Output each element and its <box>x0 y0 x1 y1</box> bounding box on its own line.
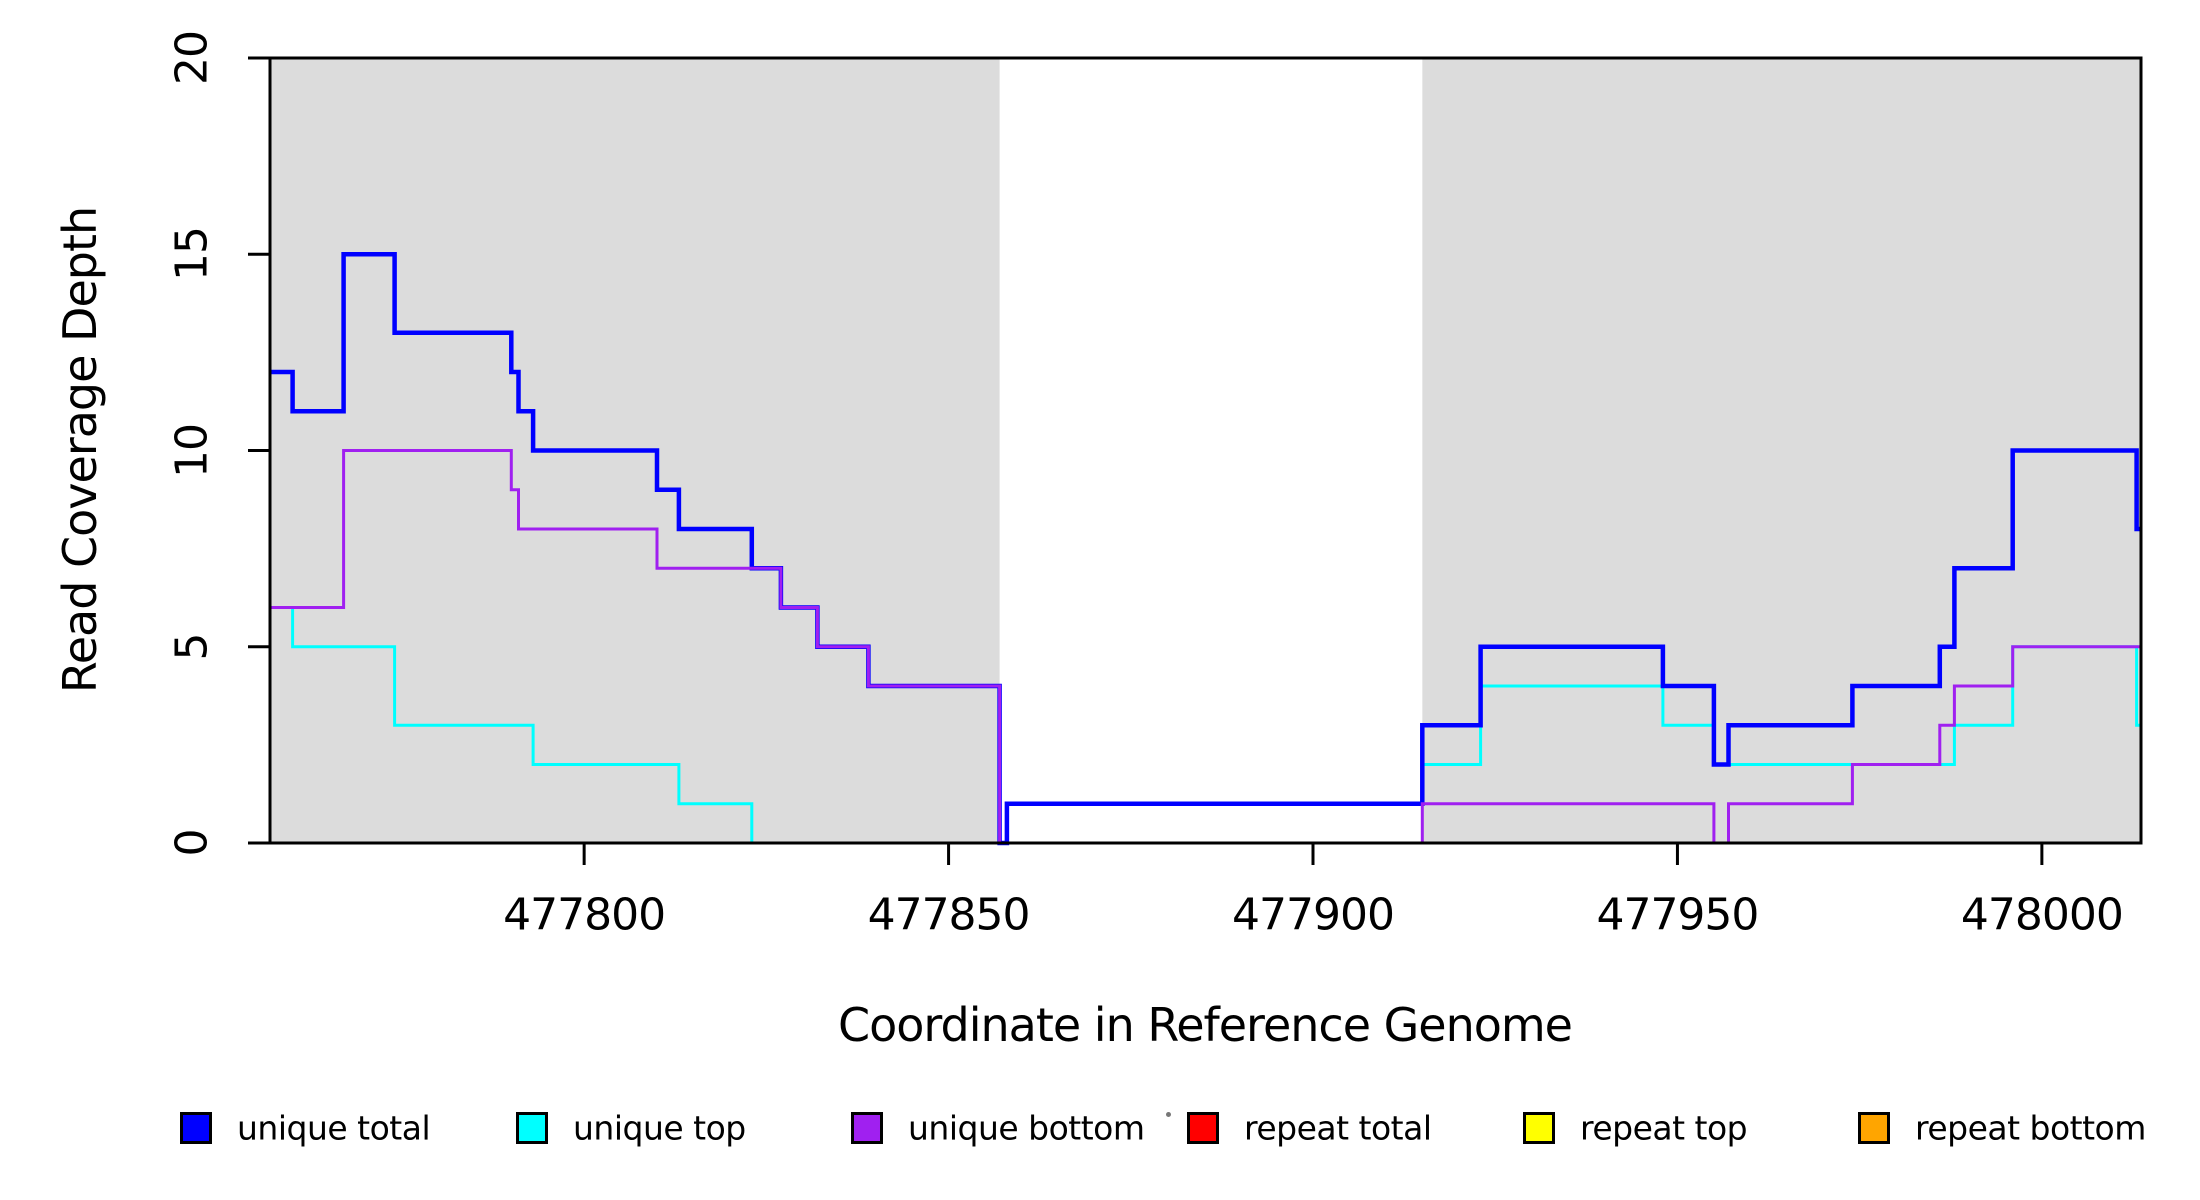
y-tick-label: 10 <box>166 423 218 478</box>
y-tick-label: 20 <box>166 31 218 85</box>
repeat-bottom-swatch-icon <box>1858 1112 1890 1144</box>
x-tick-label: 478000 <box>1960 889 2124 941</box>
legend-label: unique bottom <box>908 1108 1145 1148</box>
y-tick-label: 0 <box>166 829 218 857</box>
legend-label: repeat total <box>1244 1108 1432 1148</box>
unique-total-swatch-icon <box>180 1112 212 1144</box>
legend-label: unique top <box>573 1108 746 1148</box>
y-tick-label: 5 <box>166 633 218 661</box>
unique-bottom-swatch-icon <box>851 1112 883 1144</box>
x-tick-label: 477950 <box>1596 889 1759 941</box>
y-tick-label: 15 <box>166 227 218 282</box>
repeat-top-swatch-icon <box>1523 1112 1555 1144</box>
x-axis-title: Coordinate in Reference Genome <box>838 998 1573 1052</box>
x-tick-label: 477900 <box>1232 889 1395 941</box>
y-axis-title: Read Coverage Depth <box>53 206 107 694</box>
legend-label: repeat bottom <box>1915 1108 2146 1148</box>
stray-dot-artifact <box>1166 1112 1171 1117</box>
repeat-total-swatch-icon <box>1187 1112 1219 1144</box>
x-tick-label: 477850 <box>867 889 1031 941</box>
x-tick-label: 477800 <box>503 889 666 941</box>
unique-top-swatch-icon <box>516 1112 548 1144</box>
legend-label: unique total <box>237 1108 431 1148</box>
series-unique-bottom <box>270 449 2141 845</box>
legend-label: repeat top <box>1580 1108 1748 1148</box>
